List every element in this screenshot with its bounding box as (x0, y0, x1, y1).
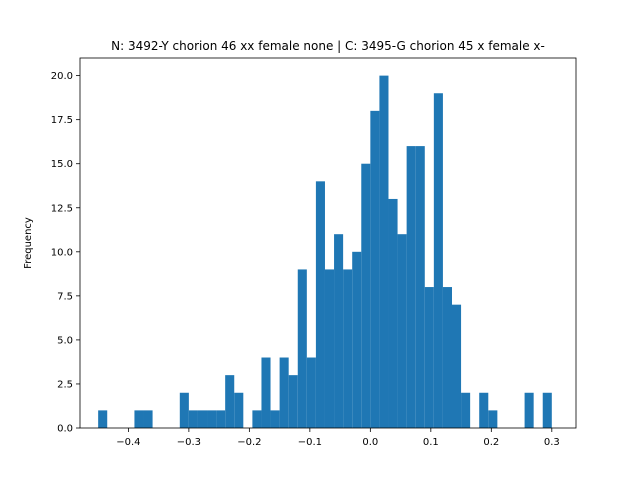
histogram-bar (234, 392, 244, 428)
y-axis-ticks: 0.0 2.5 5.0 7.5 10.0 12.5 15.0 17.5 20.0 (51, 71, 80, 435)
histogram-bar (415, 146, 425, 428)
y-tick-label: 7.5 (57, 291, 73, 302)
y-tick-label: 0.0 (57, 424, 73, 435)
histogram-bar (488, 410, 498, 428)
histogram-bar (352, 251, 362, 428)
histogram-bar (216, 410, 226, 428)
x-tick-label: −0.1 (298, 437, 322, 448)
histogram-bar (188, 410, 198, 428)
histogram-bar (179, 392, 189, 428)
histogram-bar (406, 146, 416, 428)
histogram-bar (361, 163, 371, 428)
y-tick-label: 5.0 (57, 335, 73, 346)
histogram-bar (261, 357, 271, 428)
x-tick-label: 0.3 (544, 437, 560, 448)
chart-title: N: 3492-Y chorion 46 xx female none | C:… (111, 39, 545, 53)
histogram-bar (324, 269, 335, 428)
histogram-bar (461, 392, 471, 428)
histogram-bar (379, 75, 389, 429)
histogram-bar (334, 234, 344, 428)
y-tick-label: 20.0 (51, 71, 73, 82)
histogram-bar (197, 410, 208, 428)
y-tick-label: 2.5 (57, 379, 73, 390)
y-tick-label: 12.5 (51, 203, 73, 214)
plot-frame (79, 57, 577, 429)
y-tick-label: 15.0 (51, 159, 73, 170)
histogram-bar (315, 181, 325, 428)
histogram-bar (442, 287, 452, 428)
histogram-bar (134, 410, 144, 428)
y-axis-label: Frequency (23, 217, 34, 269)
bars-layer (98, 75, 552, 429)
x-tick-label: −0.4 (116, 437, 140, 448)
x-tick-label: 0.0 (362, 437, 378, 448)
histogram-bar (343, 269, 353, 428)
histogram-bar (288, 375, 298, 428)
histogram-bar (143, 410, 153, 428)
histogram-bar (306, 357, 316, 428)
x-tick-label: −0.3 (177, 437, 201, 448)
y-tick-label: 10.0 (51, 247, 73, 258)
y-tick-label: 17.5 (51, 115, 73, 126)
histogram-bar (524, 392, 534, 428)
histogram-bar (397, 234, 407, 428)
histogram-bar (433, 93, 443, 429)
histogram-bar (370, 110, 380, 429)
histogram-bar (279, 357, 289, 428)
x-tick-label: 0.2 (483, 437, 499, 448)
histogram-bar (388, 198, 398, 428)
histogram-bar (98, 410, 108, 428)
histogram-bar (225, 375, 235, 428)
histogram-bar (424, 287, 434, 428)
histogram-bar (297, 269, 307, 428)
x-tick-label: 0.1 (423, 437, 439, 448)
histogram-bar (207, 410, 217, 428)
histogram-bar (270, 410, 280, 428)
histogram-bar (252, 410, 262, 428)
x-tick-label: −0.2 (237, 437, 261, 448)
histogram-bar (479, 392, 489, 428)
histogram-bar (452, 304, 462, 428)
histogram-bar (542, 392, 552, 428)
x-axis-ticks: −0.4 −0.3 −0.2 −0.1 0.0 0.1 0.2 0.3 (116, 428, 560, 448)
